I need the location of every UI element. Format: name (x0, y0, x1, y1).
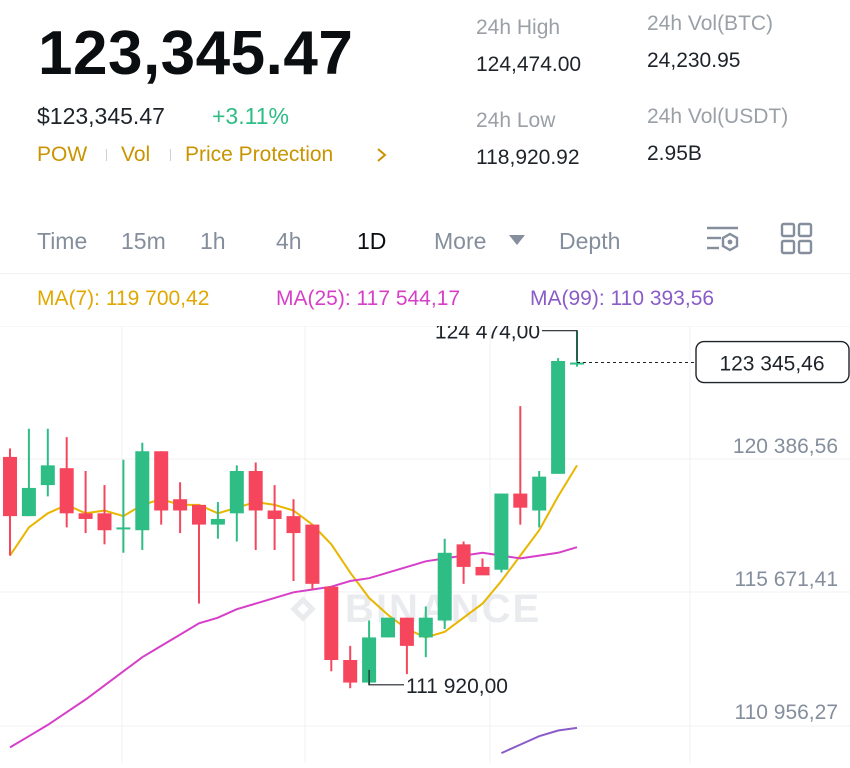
change-percent: +3.11% (212, 103, 289, 129)
y-axis-tick-label: 120 386,56 (733, 435, 838, 458)
tag-price-protection[interactable]: Price Protection (185, 143, 334, 166)
candle-body (59, 468, 74, 514)
tab-15m[interactable]: 15m (121, 228, 166, 254)
vol-btc-value: 24,230.95 (647, 49, 741, 72)
ma25-legend: MA(25): 117 544,17 (276, 287, 461, 310)
tab-more[interactable]: More (434, 228, 487, 254)
candle-body (21, 487, 36, 517)
tag-divider (170, 149, 171, 161)
vol-usdt-value: 2.95B (647, 142, 702, 165)
binance-logo-icon (290, 596, 316, 622)
usd-price: $123,345.47 (37, 103, 165, 129)
candle-body (78, 513, 93, 519)
current-price-box (695, 340, 850, 384)
candle-body (135, 451, 150, 531)
candle-body (381, 617, 395, 638)
y-axis-tick-label: 110 956,27 (734, 701, 838, 724)
tag-pow[interactable]: POW (37, 143, 88, 166)
tag-vol[interactable]: Vol (121, 143, 151, 166)
ma99-line (500, 726, 578, 755)
candle-body (399, 617, 414, 646)
low-marker-line (368, 669, 404, 686)
tab-time[interactable]: Time (37, 228, 88, 254)
vol-usdt-label: 24h Vol(USDT) (647, 105, 789, 128)
tag-divider (106, 149, 107, 161)
current-price-label: 123 345,46 (719, 353, 824, 376)
y-axis-tick-label: 115 671,41 (734, 568, 838, 591)
candle-body (97, 513, 112, 531)
tab-1h[interactable]: 1h (200, 228, 226, 254)
candle-body (229, 471, 244, 514)
chevron-right-icon[interactable] (372, 144, 392, 166)
tab-1d[interactable]: 1D (357, 228, 387, 254)
low-24h-label: 24h Low (476, 109, 556, 132)
candle-body (456, 544, 471, 567)
caret-down-icon[interactable] (509, 235, 525, 245)
indicator-settings-icon[interactable] (704, 222, 742, 256)
candle-body (154, 451, 169, 511)
ma7-legend: MA(7): 119 700,42 (37, 287, 210, 310)
low-marker-label: 111 920,00 (406, 675, 508, 698)
candle-body (248, 471, 263, 511)
candle-body (362, 637, 377, 683)
candle-body (305, 524, 320, 584)
grid-layout-icon[interactable] (780, 222, 814, 256)
vol-btc-label: 24h Vol(BTC) (647, 12, 774, 35)
low-24h-value: 118,920.92 (476, 146, 580, 169)
candle-body (570, 362, 584, 365)
high-24h-label: 24h High (476, 16, 561, 39)
ma99-legend: MA(99): 110 393,56 (530, 287, 715, 310)
candle-body (3, 456, 17, 517)
candle-body (116, 527, 131, 530)
tab-4h[interactable]: 4h (276, 228, 302, 254)
high-marker-line (542, 330, 578, 361)
candle-body (475, 566, 490, 576)
candle-body (192, 504, 206, 525)
high-24h-value: 124,474.00 (476, 53, 582, 76)
tabs-divider (0, 273, 850, 274)
candle-body (324, 586, 339, 660)
candle-body (437, 552, 452, 621)
candle-body (286, 516, 301, 534)
last-price: 123,345.47 (38, 19, 354, 88)
candle-body (513, 493, 528, 508)
candle-body (343, 659, 358, 683)
candle-body (210, 518, 225, 525)
ma25-line (9, 546, 578, 749)
high-marker-label: 124 474,00 (435, 326, 540, 344)
candle-body (532, 476, 547, 511)
candle-body (418, 617, 433, 638)
candle-body (551, 360, 566, 474)
candle-body (40, 465, 55, 486)
tab-depth[interactable]: Depth (559, 228, 621, 254)
candle-body (173, 499, 188, 511)
candle-body (267, 510, 282, 519)
candle-body (494, 493, 509, 570)
